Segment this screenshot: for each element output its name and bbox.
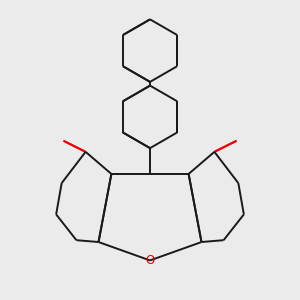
Text: O: O — [146, 254, 154, 267]
